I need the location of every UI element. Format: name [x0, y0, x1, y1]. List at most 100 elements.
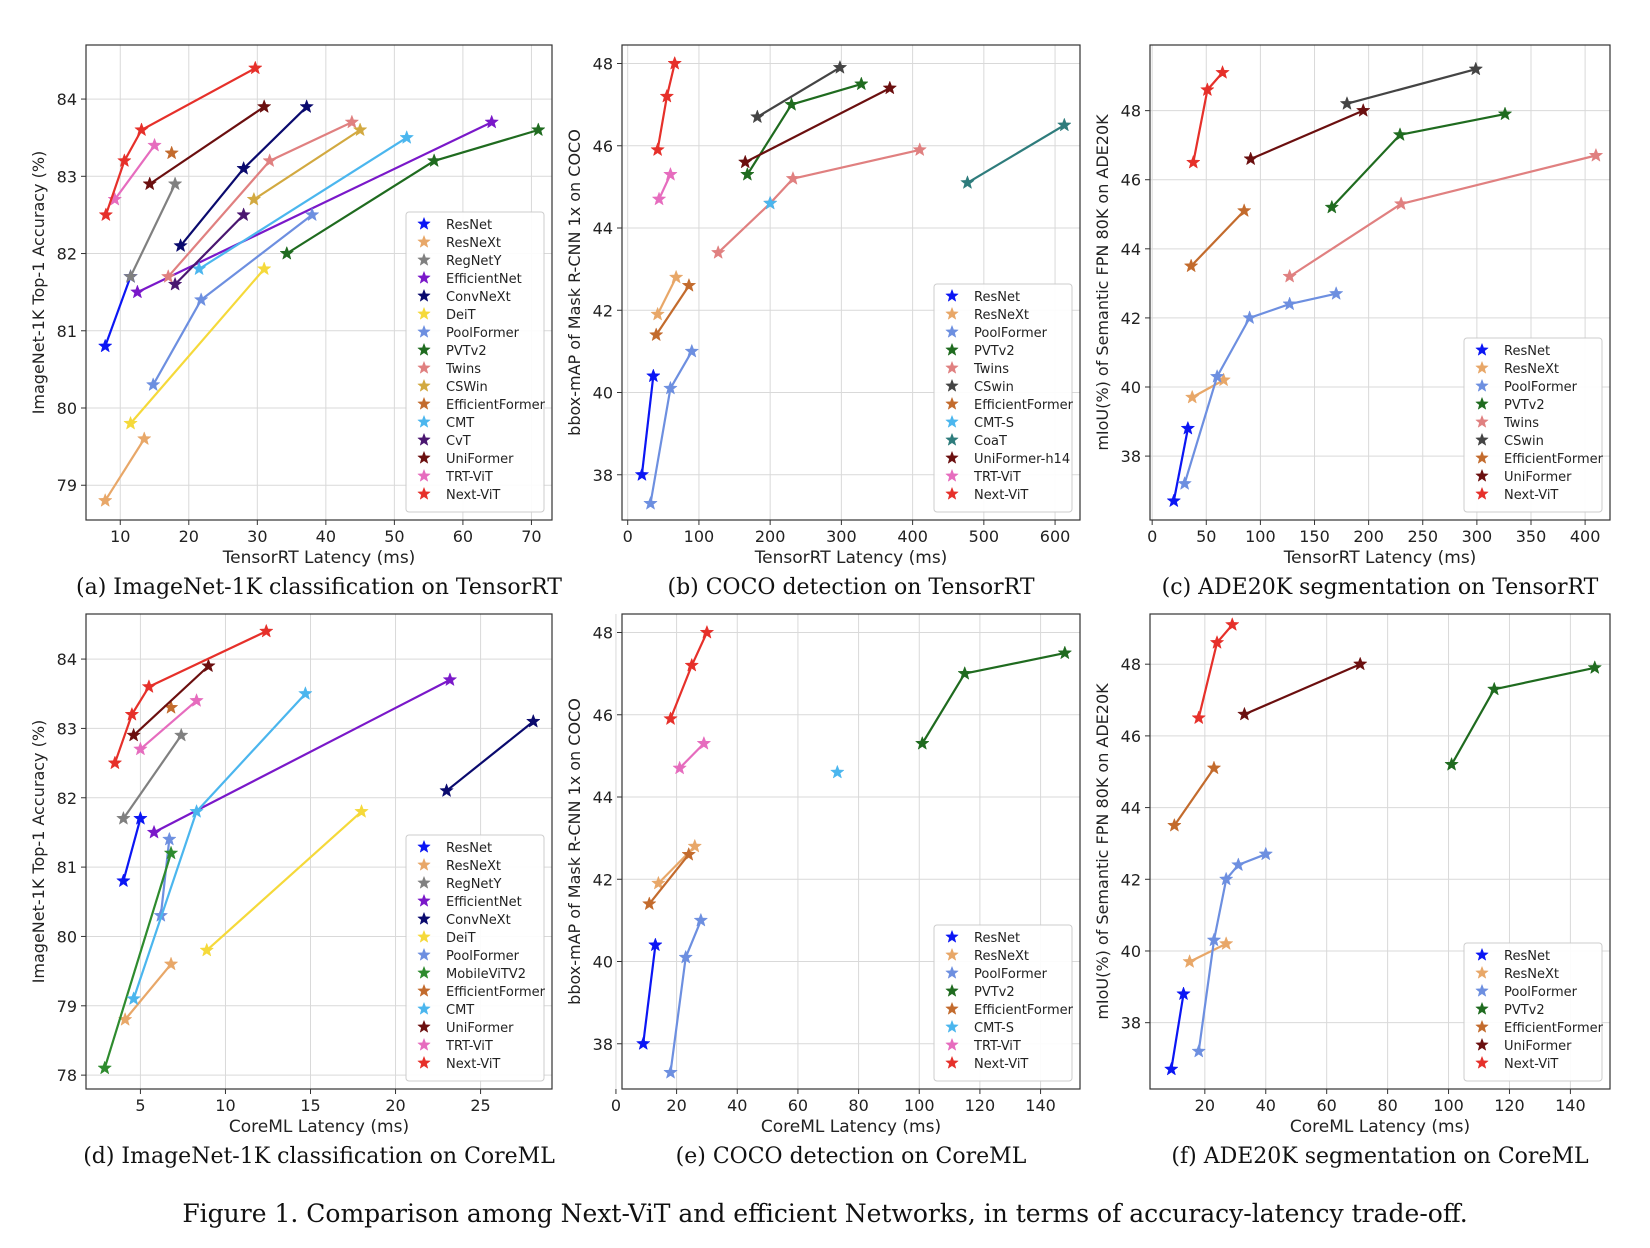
data-point-star	[641, 896, 657, 911]
data-point-star	[1339, 96, 1355, 110]
data-point-star	[189, 803, 204, 818]
legend-marker-star	[945, 432, 959, 446]
series-line	[139, 699, 198, 751]
series-line	[129, 268, 266, 425]
legend-marker-star	[945, 396, 959, 410]
data-point-star	[136, 431, 152, 446]
x-tick-label: 120	[1494, 1096, 1525, 1115]
y-axis-label: ImageNet-1K Top-1 Accuracy (%)	[29, 720, 48, 984]
x-axis-label: TensorRT Latency (ms)	[1283, 548, 1477, 568]
series-line	[655, 284, 690, 336]
data-point-star	[830, 764, 845, 779]
data-point-star	[1224, 617, 1240, 631]
x-tick-label: 25	[470, 1096, 490, 1115]
data-point-star	[668, 269, 684, 284]
series-line	[103, 852, 173, 1069]
data-point-star	[1182, 954, 1197, 968]
data-point-star	[130, 284, 145, 299]
legend-label: CMT	[446, 416, 474, 431]
data-point-star	[681, 277, 697, 292]
y-tick-label: 40	[1121, 942, 1141, 961]
legend-marker-star	[945, 1001, 959, 1015]
data-point-star	[191, 261, 207, 276]
data-point-star	[1200, 82, 1215, 97]
data-point-star	[1355, 102, 1371, 117]
data-point-star	[124, 706, 140, 721]
data-point-star	[651, 191, 667, 206]
plot-frame	[85, 613, 553, 1090]
data-point-star	[784, 96, 799, 111]
subfigure-caption: (c) ADE20K segmentation on TensorRT	[1162, 575, 1599, 600]
legend-label: PoolFormer	[446, 949, 520, 964]
x-tick-label: 0	[623, 527, 633, 546]
legend-label: Next-ViT	[446, 1057, 500, 1072]
chart-legend: ResNet ResNeXt PoolFormer PVTv2 EfficientFor…	[1463, 942, 1604, 1082]
y-axis-label: ImageNet-1K Top-1 Accuracy (%)	[29, 151, 48, 415]
series-line	[1191, 379, 1225, 399]
data-point-star	[298, 686, 313, 700]
data-point-star	[1191, 1043, 1207, 1058]
legend-marker-star	[417, 1001, 431, 1015]
legend-marker-star	[1475, 1055, 1489, 1069]
data-point-star	[957, 665, 973, 680]
data-point-star	[1218, 936, 1234, 951]
legend-label: TRT-ViT	[445, 1039, 493, 1054]
series-line	[113, 630, 267, 764]
legend-marker-star	[417, 216, 431, 230]
legend-label: EfficientNet	[446, 272, 522, 287]
data-point-star	[1444, 756, 1459, 771]
data-point-star	[740, 166, 755, 181]
data-point-star	[1176, 986, 1191, 1001]
data-point-star	[1243, 151, 1258, 166]
y-tick-label: 38	[1121, 1014, 1141, 1033]
y-tick-label: 80	[57, 399, 77, 418]
data-point-star	[684, 343, 700, 358]
data-point-star	[236, 160, 251, 175]
series-line	[122, 734, 183, 820]
y-tick-label: 48	[1121, 102, 1141, 121]
data-point-star	[97, 338, 113, 353]
legend-label: UniFormer	[446, 452, 514, 467]
legend-marker-star	[417, 360, 431, 374]
legend-label: EfficientNet	[446, 895, 522, 910]
series-line	[1450, 666, 1596, 766]
data-point-star	[1486, 681, 1502, 696]
legend-marker-star	[1475, 486, 1489, 500]
legend-label: UniFormer-h14	[974, 452, 1070, 467]
legend-label: ResNeXt	[974, 308, 1029, 323]
y-tick-label: 40	[1121, 378, 1141, 397]
legend-label: CSWin	[446, 380, 488, 395]
series-line	[198, 136, 408, 270]
legend-label: PoolFormer	[974, 326, 1048, 341]
legend-label: EfficientFormer	[974, 398, 1074, 413]
series-line	[669, 632, 708, 720]
chart-legend: ResNet ResNeXt PoolFormer PVTv2 EfficientFor…	[933, 924, 1074, 1082]
series-line	[744, 87, 891, 164]
legend-marker-star	[417, 306, 431, 320]
x-tick-label: 100	[904, 1096, 935, 1115]
chart-legend: ResNet ResNeXt RegNetY EfficientNet ConvNeXt…	[405, 211, 546, 513]
plot-frame	[621, 44, 1081, 521]
data-point-star	[123, 268, 138, 283]
chart-legend: ResNet ResNeXt RegNetY EfficientNet ConvNeXt…	[405, 834, 546, 1082]
data-point-star	[1167, 817, 1182, 832]
data-point-star	[247, 60, 263, 75]
data-point-star	[173, 238, 188, 253]
data-point-star	[256, 261, 272, 276]
x-tick-label: 40	[1256, 1096, 1276, 1115]
legend-marker-star	[417, 875, 431, 889]
legend-label: Next-ViT	[974, 1057, 1028, 1072]
legend-label: PVTv2	[446, 344, 487, 359]
legend-marker-star	[417, 342, 431, 356]
legend-marker-star	[1475, 1019, 1489, 1033]
x-tick-label: 120	[965, 1096, 996, 1115]
series-line	[253, 129, 361, 201]
series-line	[124, 963, 172, 1021]
data-point-star	[687, 838, 703, 853]
legend-marker-star	[417, 1055, 431, 1069]
x-tick-label: 150	[1299, 527, 1330, 546]
x-tick-label: 100	[1433, 1096, 1464, 1115]
legend-label: PoolFormer	[1504, 985, 1578, 1000]
data-point-star	[344, 114, 360, 129]
legend-label: EfficientFormer	[1504, 452, 1604, 467]
